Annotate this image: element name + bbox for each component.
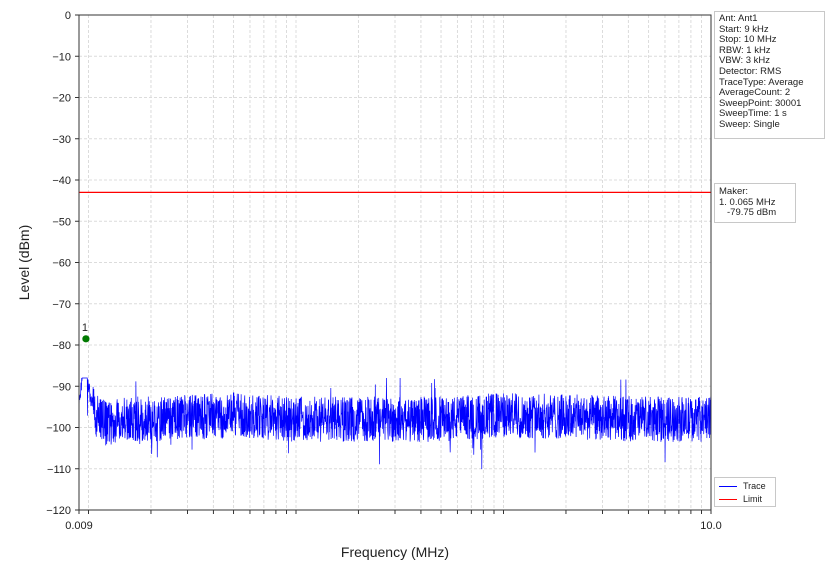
info-line: TraceType: Average	[719, 76, 804, 88]
trace-line	[78, 377, 712, 470]
info-line: Stop: 10 MHz	[719, 34, 777, 46]
plot-frame	[78, 14, 712, 511]
marker-point	[82, 335, 90, 343]
y-tick-label: −120	[46, 505, 71, 517]
y-tick-label: 0	[65, 10, 71, 22]
info-line: VBW: 3 kHz	[719, 55, 771, 67]
y-tick-label: −60	[52, 258, 71, 270]
legend-swatch-limit	[719, 498, 737, 500]
marker-label: 1	[82, 322, 88, 334]
y-axis-title: Level (dBm)	[16, 225, 32, 300]
legend-label-trace: Trace	[743, 481, 766, 491]
legend-item-limit: Limit	[719, 493, 762, 505]
y-tick-label: −40	[52, 175, 71, 187]
y-tick-label: −20	[52, 93, 71, 105]
info-line: Ant: Ant1	[719, 13, 758, 24]
y-tick-label: −100	[46, 423, 71, 435]
sweep-settings-panel: Ant: Ant1 Start: 9 kHz Stop: 10 MHz RBW:…	[714, 11, 825, 139]
info-line: RBW: 1 kHz	[719, 44, 771, 56]
info-line: SweepPoint: 30001	[719, 97, 802, 109]
info-line: Sweep: Single	[719, 118, 780, 130]
marker-readout-panel: Maker: 1. 0.065 MHz -79.75 dBm	[714, 183, 796, 223]
info-line: Start: 9 kHz	[719, 23, 769, 35]
info-line: AverageCount: 2	[719, 87, 791, 99]
y-tick-label: −110	[47, 464, 71, 476]
x-axis-title: Frequency (MHz)	[341, 544, 449, 560]
legend-swatch-trace	[719, 485, 737, 487]
y-tick-label: −70	[52, 299, 71, 311]
marker-level: -79.75 dBm	[727, 207, 777, 219]
y-tick-label: −90	[52, 381, 71, 393]
chart-legend: Trace Limit	[714, 477, 776, 507]
y-tick-label: −30	[52, 134, 71, 146]
info-line: Detector: RMS	[719, 65, 782, 77]
marker-frequency: 1. 0.065 MHz	[719, 196, 776, 208]
marker-panel-title: Maker:	[719, 186, 749, 197]
x-tick-label: 0.009	[65, 520, 93, 532]
y-tick-label: −80	[52, 340, 71, 352]
x-tick-label: 10.0	[700, 520, 721, 532]
y-tick-label: −10	[52, 51, 71, 63]
legend-label-limit: Limit	[743, 494, 763, 504]
info-line: SweepTime: 1 s	[719, 108, 787, 120]
y-tick-label: −50	[52, 216, 71, 228]
legend-item-trace: Trace	[719, 480, 766, 492]
